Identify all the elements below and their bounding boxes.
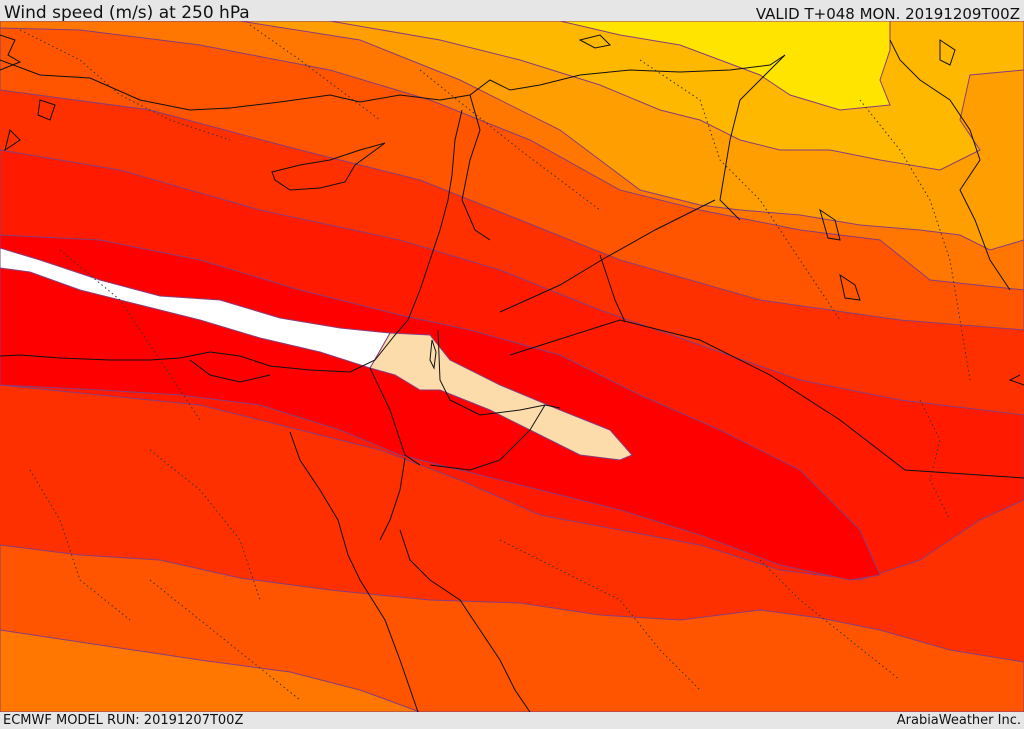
band-deep-orange-south — [0, 629, 421, 712]
admin-borders — [19, 24, 971, 701]
chart-title: Wind speed (m/s) at 250 hPa — [4, 3, 250, 23]
footer-bar: ECMWF MODEL RUN: 20191207T00Z ArabiaWeat… — [0, 712, 1024, 729]
band-peach — [369, 332, 633, 461]
model-run: ECMWF MODEL RUN: 20191207T00Z — [3, 713, 244, 728]
wind-speed-map — [0, 21, 1024, 712]
credit: ArabiaWeather Inc. — [896, 713, 1021, 728]
title-bar: Wind speed (m/s) at 250 hPa VALID T+048 … — [0, 0, 1024, 23]
valid-time: VALID T+048 MON. 20191209T00Z — [755, 5, 1020, 23]
coastlines — [0, 34, 1024, 712]
band-yellow-north — [559, 21, 891, 111]
